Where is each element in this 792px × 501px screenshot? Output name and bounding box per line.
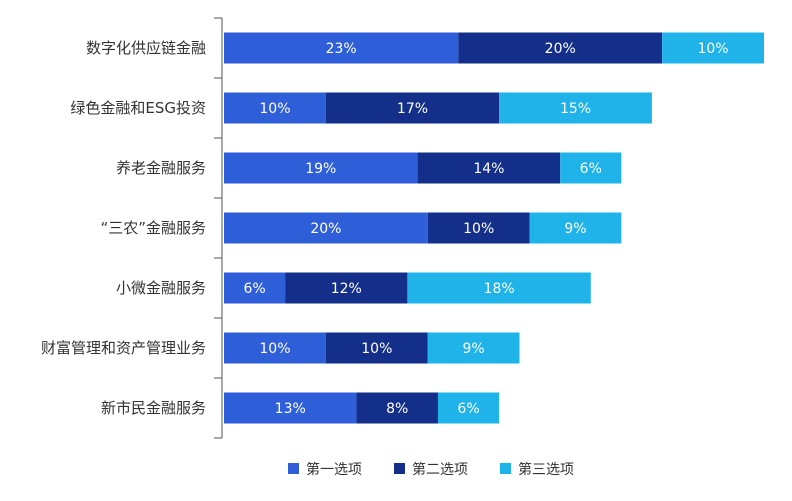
data-label: 14% [473,161,504,177]
bar-segment-series-1 [224,32,459,64]
data-label: 10% [697,41,728,57]
legend-label: 第一选项 [306,461,362,478]
bar-segment-series-3 [662,32,764,64]
bar-segment-series-1 [224,92,326,124]
legend-swatch [500,463,511,474]
bar-segment-series-2 [458,32,663,64]
legend-swatch [394,463,405,474]
data-label: 10% [259,341,290,357]
data-label: 20% [310,221,341,237]
data-label: 10% [361,341,392,357]
data-label: 15% [560,101,591,117]
data-label: 17% [397,101,428,117]
bar-segment-series-1 [224,332,326,364]
category-label: 财富管理和资产管理业务 [41,339,206,357]
category-label: “三农”金融服务 [100,219,206,237]
category-label: 小微金融服务 [116,279,206,297]
bar-segment-series-3 [529,212,622,244]
bar-segment-series-3 [407,272,591,304]
data-label: 9% [564,221,586,237]
category-tick-group [214,17,222,439]
legend-label: 第二选项 [412,461,468,478]
bar-segment-series-2 [325,92,500,124]
bar-segment-series-1 [224,392,357,424]
bar-segment-series-2 [325,332,428,364]
data-label: 13% [275,401,306,417]
legend: 第一选项 第二选项 第三选项 [288,461,574,478]
data-label: 10% [463,221,494,237]
data-label: 20% [545,41,576,57]
data-label: 19% [305,161,336,177]
data-label: 6% [457,401,479,417]
legend-swatch [288,463,299,474]
category-label: 养老金融服务 [116,159,206,177]
bar-segment-series-2 [417,152,561,184]
data-label: 6% [243,281,265,297]
bar-segment-series-1 [224,152,418,184]
bar-group: 23% 20% 10% 10% 17% 15% 19% 14% 6% 20% 10% 9% 6% 12% 1… [224,32,764,424]
data-label: 12% [331,281,362,297]
bar-segment-series-3 [437,392,500,424]
data-label: 23% [326,41,357,57]
category-label: 新市民金融服务 [101,399,206,417]
category-label: 数字化供应链金融 [86,39,206,57]
data-label: 8% [386,401,408,417]
data-label: 10% [259,101,290,117]
bar-segment-series-3 [427,332,520,364]
bar-segment-series-1 [224,212,428,244]
bar-segment-series-3 [499,92,652,124]
data-label: 9% [463,341,485,357]
category-label: 绿色金融和ESG投资 [70,99,206,117]
bar-segment-series-2 [285,272,408,304]
legend-label: 第三选项 [518,461,574,478]
bar-segment-series-2 [356,392,438,424]
bar-segment-series-3 [560,152,622,184]
bar-segment-series-2 [427,212,530,244]
data-label: 18% [484,281,515,297]
bar-segment-series-1 [224,272,286,304]
data-label: 6% [580,161,602,177]
